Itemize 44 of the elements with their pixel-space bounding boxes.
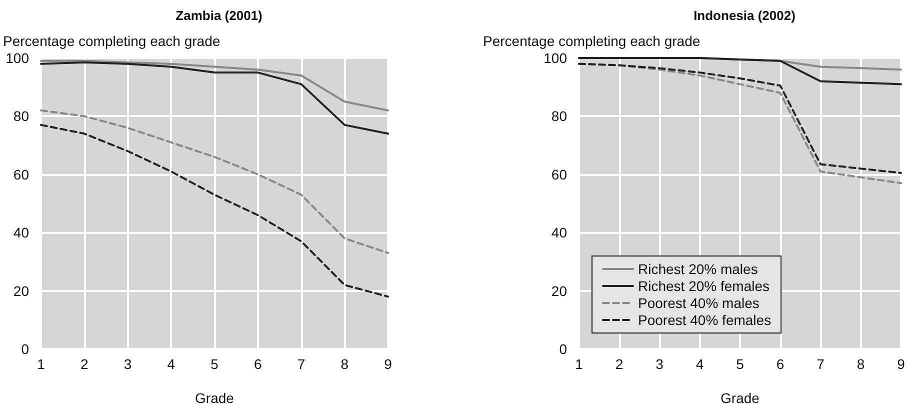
legend-label: Richest 20% females <box>638 278 770 294</box>
x-axis-title: Grade <box>195 390 234 406</box>
legend-label: Poorest 40% females <box>638 312 772 328</box>
x-tick-label: 4 <box>167 356 176 372</box>
x-axis-title: Grade <box>720 390 760 406</box>
line-series <box>40 60 389 112</box>
legend-label: Richest 20% males <box>638 261 758 277</box>
y-tick-label: 100 <box>544 50 568 66</box>
y-tick-label: 80 <box>551 108 568 124</box>
x-tick-label: 4 <box>696 356 704 372</box>
y-tick-label: 20 <box>551 282 568 299</box>
x-tick-label: 9 <box>897 356 906 372</box>
y-tick-label: 20 <box>13 282 30 299</box>
x-tick-label: 5 <box>210 356 219 372</box>
y-tick-label: 40 <box>551 224 568 241</box>
legend-label: Poorest 40% males <box>638 295 760 311</box>
x-tick-label: 9 <box>384 356 392 372</box>
x-tick-label: 1 <box>575 356 584 372</box>
line-series <box>40 109 389 254</box>
x-tick-label: 3 <box>124 356 132 372</box>
chart-title: Indonesia (2002) <box>694 8 796 23</box>
line-series <box>40 61 389 135</box>
x-tick-label: 7 <box>297 356 306 372</box>
x-tick-label: 5 <box>736 356 744 372</box>
y-tick-label: 60 <box>13 166 30 182</box>
y-axis-title: Percentage completing each grade <box>483 33 700 49</box>
y-tick-label: 0 <box>559 341 568 357</box>
x-tick-label: 8 <box>340 356 349 372</box>
x-tick-label: 2 <box>80 356 88 372</box>
y-tick-label: 100 <box>6 50 30 66</box>
x-tick-label: 7 <box>816 356 825 372</box>
x-tick-label: 6 <box>776 356 784 372</box>
chart-title: Zambia (2001) <box>176 8 262 23</box>
y-tick-label: 80 <box>13 108 30 124</box>
x-tick-label: 2 <box>615 356 624 372</box>
y-tick-label: 40 <box>13 224 30 241</box>
x-tick-label: 8 <box>856 356 865 372</box>
y-tick-label: 60 <box>551 166 568 182</box>
y-tick-label: 0 <box>21 341 30 357</box>
x-tick-label: 3 <box>656 356 664 372</box>
y-axis-title: Percentage completing each grade <box>3 33 220 49</box>
line-series <box>40 124 389 298</box>
x-tick-label: 1 <box>37 356 46 372</box>
x-tick-label: 6 <box>254 356 262 372</box>
